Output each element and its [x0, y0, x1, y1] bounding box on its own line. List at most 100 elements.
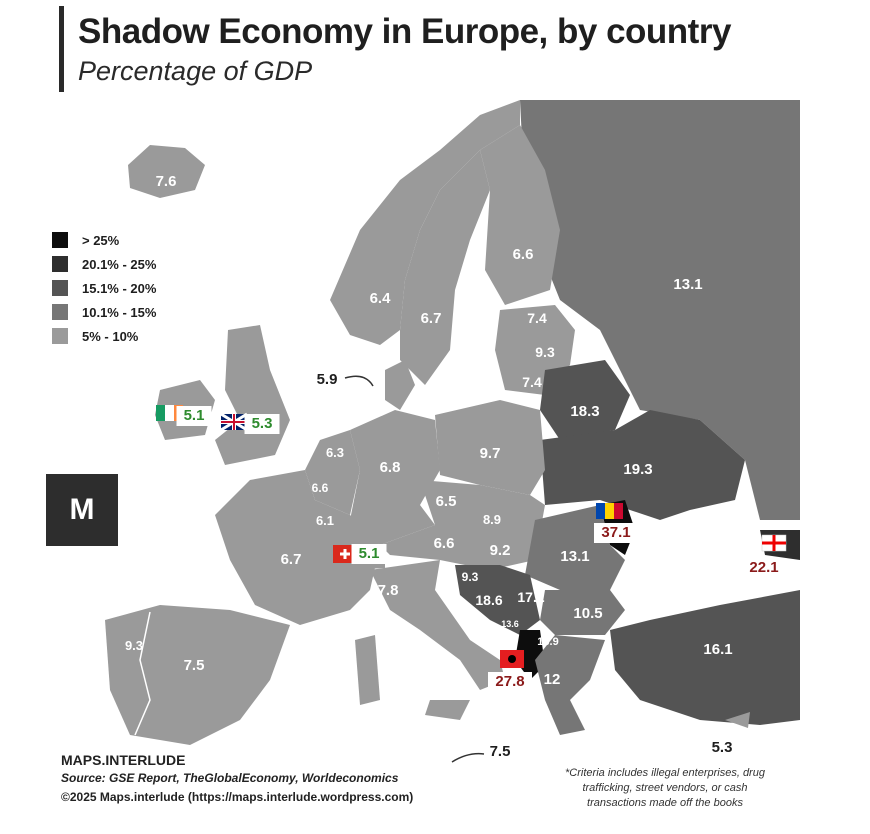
country-value-netherlands: 6.3 — [326, 445, 344, 460]
legend-label: > 25% — [82, 232, 120, 248]
criteria-line: transactions made off the books — [587, 797, 743, 809]
legend-swatch — [52, 280, 68, 296]
legend-swatch — [52, 232, 68, 248]
region-finland — [480, 125, 560, 305]
region-germany — [350, 410, 440, 545]
country-value-georgia: 22.1 — [749, 559, 778, 576]
legend-item: 20.1% - 25% — [52, 252, 156, 276]
country-value-hungary: 9.2 — [490, 542, 511, 559]
country-value-moldova: 37.1 — [601, 524, 630, 541]
country-value-belgium: 6.6 — [312, 481, 329, 495]
flag-georgia-icon — [761, 534, 787, 552]
country-value-romania: 13.1 — [560, 548, 589, 565]
country-value-norway: 6.4 — [370, 290, 392, 307]
criteria-line: *Criteria includes illegal enterprises, … — [565, 767, 765, 779]
region-uk — [215, 325, 290, 465]
footer-source: Source: GSE Report, TheGlobalEconomy, Wo… — [61, 771, 399, 785]
legend-item: 10.1% - 15% — [52, 300, 156, 324]
legend: > 25% 20.1% - 25% 15.1% - 20% 10.1% - 15… — [52, 228, 156, 348]
country-value-ukraine: 19.3 — [623, 461, 652, 478]
region-norway — [330, 100, 520, 345]
flag-switzerland-icon — [333, 545, 357, 563]
country-value-slovenia: 8 — [442, 564, 449, 578]
label-box-ireland — [176, 406, 212, 426]
legend-swatch — [52, 328, 68, 344]
denmark-arrow — [344, 375, 374, 387]
malta-arrow — [451, 752, 485, 763]
country-value-belarus: 18.3 — [570, 403, 599, 420]
logo-letter: M — [69, 493, 95, 526]
country-value-malta: 7.5 — [490, 743, 511, 760]
legend-label: 5% - 10% — [82, 328, 139, 344]
country-value-denmark: 5.9 — [317, 371, 338, 388]
legend-label: 15.1% - 20% — [82, 280, 157, 296]
legend-item: > 25% — [52, 228, 156, 252]
flag-albania-icon — [500, 650, 524, 668]
country-value-poland: 9.7 — [480, 445, 501, 462]
flag-moldova-icon — [596, 503, 623, 519]
region-corsica-sardinia — [355, 635, 380, 705]
label-box-georgia — [742, 558, 786, 578]
country-value-austria: 6.6 — [434, 535, 455, 552]
country-value-germany: 6.8 — [380, 459, 401, 476]
region-belarus — [540, 360, 630, 440]
region-cyprus — [725, 712, 750, 728]
country-value-france: 6.7 — [281, 551, 302, 568]
country-value-croatia: 9.3 — [462, 570, 479, 584]
region-iberia — [105, 605, 290, 745]
country-value-albania: 27.8 — [495, 673, 524, 690]
country-value-ireland: 5.1 — [184, 407, 205, 424]
maps-interlude-logo: M — [46, 474, 118, 546]
legend-item: 15.1% - 20% — [52, 276, 156, 300]
map-subtitle: Percentage of GDP — [78, 56, 313, 86]
region-france — [215, 470, 380, 625]
legend-item: 5% - 10% — [52, 324, 156, 348]
region-ukraine — [540, 410, 745, 520]
country-value-slovakia: 8.9 — [483, 512, 501, 527]
flag-uk-icon — [220, 412, 248, 432]
legend-swatch — [52, 256, 68, 272]
country-value-north_macedonia: 16.9 — [537, 636, 558, 648]
legend-label: 20.1% - 25% — [82, 256, 157, 272]
country-value-bulgaria: 10.5 — [573, 605, 602, 622]
label-box-switzerland — [351, 544, 387, 564]
legend-label: 10.1% - 15% — [82, 304, 157, 320]
country-value-greece: 12 — [544, 671, 561, 688]
footer-criteria-note: *Criteria includes illegal enterprises, … — [560, 766, 770, 811]
map-title: Shadow Economy in Europe, by country — [78, 12, 731, 51]
region-russia — [520, 100, 800, 520]
legend-swatch — [52, 304, 68, 320]
country-value-spain: 7.5 — [184, 657, 205, 674]
region-benelux — [305, 430, 360, 515]
country-value-montenegro: 13.6 — [501, 619, 519, 629]
label-box-albania — [488, 672, 532, 692]
region-greece — [535, 635, 605, 735]
footer-brand: MAPS.INTERLUDE — [61, 752, 186, 768]
label-box-moldova — [594, 523, 638, 543]
country-value-bosnia: 18.6 — [475, 592, 502, 608]
title-accent-bar — [59, 6, 64, 92]
country-value-czechia: 6.5 — [436, 493, 457, 510]
footer-copyright: ©2025 Maps.interlude (https://maps.inter… — [61, 790, 414, 804]
region-sicily — [425, 700, 470, 720]
region-iceland — [128, 145, 205, 198]
country-value-luxembourg: 6.1 — [316, 513, 334, 528]
country-value-latvia: 9.3 — [535, 344, 555, 360]
country-value-lithuania: 7.4 — [522, 374, 542, 390]
country-value-finland: 6.6 — [513, 246, 534, 263]
region-sweden — [400, 150, 490, 385]
region-italy — [370, 560, 505, 690]
country-value-italy: 7.8 — [378, 582, 399, 599]
criteria-line: trafficking, street vendors, or cash — [582, 782, 748, 794]
region-poland — [435, 400, 545, 495]
region-turkey — [610, 590, 800, 725]
region-denmark — [385, 360, 415, 410]
region-bulgaria — [540, 590, 625, 635]
country-value-switzerland: 5.1 — [359, 545, 380, 562]
country-value-russia: 13.1 — [673, 276, 702, 293]
country-value-uk: 5.3 — [252, 415, 273, 432]
region-central-europe — [380, 480, 545, 570]
region-portugal-border — [134, 611, 151, 736]
label-box-uk — [244, 414, 280, 434]
